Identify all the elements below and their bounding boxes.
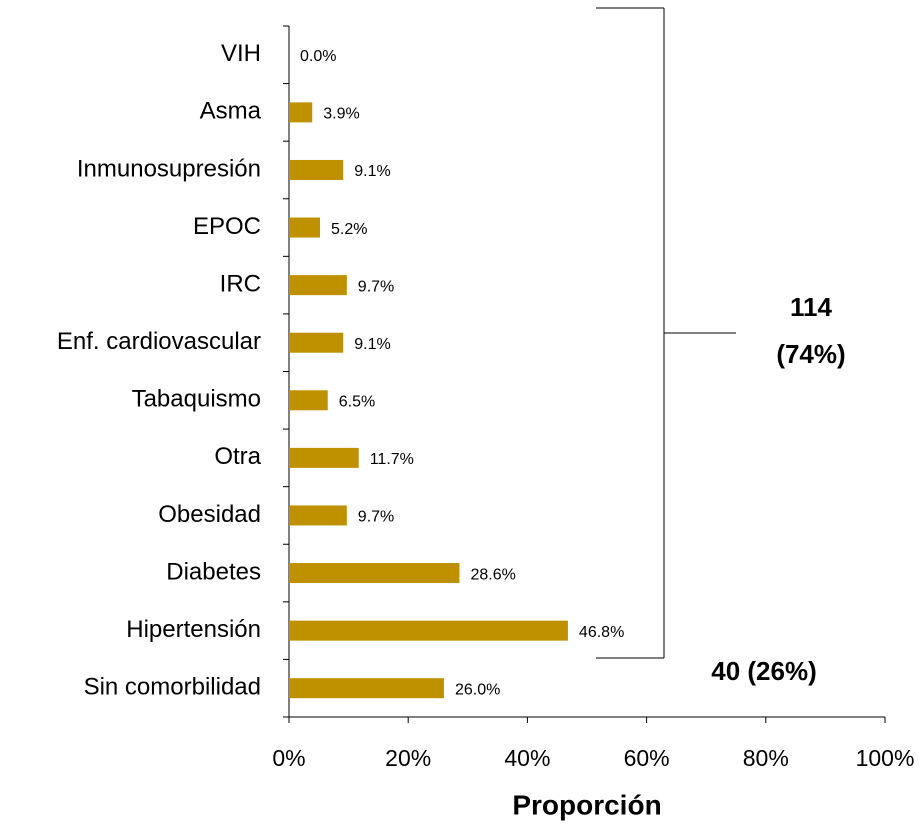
y-tick-label: Asma bbox=[200, 98, 262, 125]
x-tick-label: 40% bbox=[504, 745, 550, 771]
bar bbox=[289, 332, 344, 353]
bar bbox=[289, 102, 313, 123]
y-tick-label: Enf. cardiovascular bbox=[57, 328, 261, 355]
annotation: (74%) bbox=[776, 339, 845, 369]
y-tick-label: VIH bbox=[221, 40, 261, 67]
y-tick-label: Inmunosupresión bbox=[77, 155, 261, 182]
y-tick-label: Tabaquismo bbox=[132, 386, 261, 413]
y-tick-label: Diabetes bbox=[166, 558, 261, 585]
bar bbox=[289, 390, 328, 411]
bar bbox=[289, 447, 359, 468]
value-label: 28.6% bbox=[470, 566, 515, 583]
x-tick-label: 100% bbox=[856, 745, 915, 771]
x-tick-label: 20% bbox=[385, 745, 431, 771]
value-label: 9.1% bbox=[354, 336, 390, 353]
value-label: 9.1% bbox=[354, 163, 390, 180]
x-tick-label: 0% bbox=[272, 745, 305, 771]
annotation: 114 bbox=[790, 292, 832, 322]
value-label: 11.7% bbox=[370, 451, 414, 468]
y-tick-label: Hipertensión bbox=[126, 616, 261, 643]
value-label: 3.9% bbox=[323, 106, 359, 123]
value-label: 9.7% bbox=[358, 509, 394, 526]
bar bbox=[289, 563, 460, 584]
y-tick-label: IRC bbox=[220, 270, 261, 297]
value-label: 9.7% bbox=[358, 278, 394, 295]
bar bbox=[289, 275, 347, 296]
y-tick-label: EPOC bbox=[193, 213, 261, 240]
value-label: 5.2% bbox=[331, 221, 367, 238]
bar bbox=[289, 620, 568, 641]
value-label: 0.0% bbox=[300, 48, 336, 65]
value-label: 46.8% bbox=[579, 624, 624, 641]
y-tick-label: Obesidad bbox=[158, 501, 261, 528]
value-label: 6.5% bbox=[339, 394, 375, 411]
bar bbox=[289, 678, 444, 699]
bar bbox=[289, 505, 347, 526]
x-tick-label: 60% bbox=[624, 745, 670, 771]
bar bbox=[289, 217, 320, 238]
x-tick-label: 80% bbox=[743, 745, 789, 771]
x-axis-title: Proporción bbox=[512, 789, 661, 820]
value-label: 26.0% bbox=[455, 681, 500, 698]
y-tick-label: Otra bbox=[214, 443, 261, 470]
annotation: 40 (26%) bbox=[711, 656, 817, 686]
y-tick-label: Sin comorbilidad bbox=[84, 674, 261, 701]
bracket bbox=[596, 7, 736, 659]
bar bbox=[289, 159, 344, 180]
